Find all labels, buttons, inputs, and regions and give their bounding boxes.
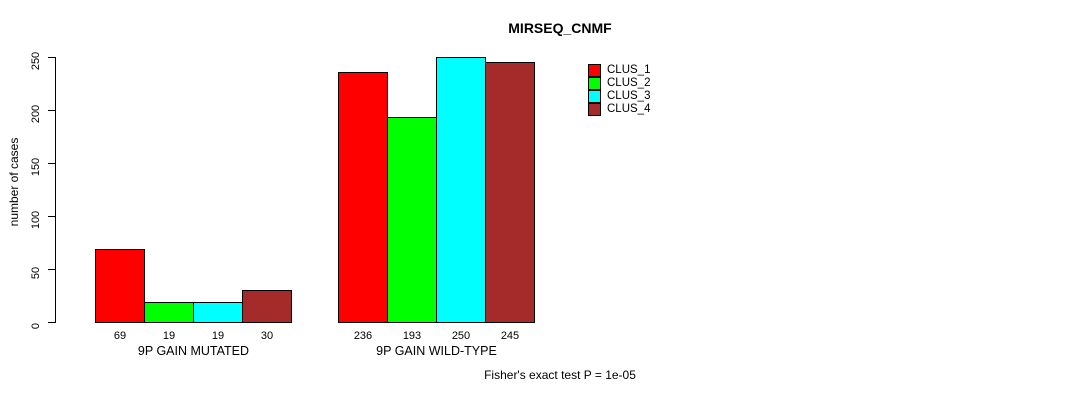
y-axis-tick-label-text: 0 [30, 322, 42, 330]
bar-value-label: 236 [353, 330, 373, 342]
bar-clus_4-1 [242, 290, 292, 323]
annotation-text: Fisher's exact test P = 1e-05 [484, 368, 636, 382]
bar-value-label: 193 [402, 330, 422, 342]
y-axis-tick-label-text: 150 [30, 157, 42, 177]
legend-label-clus_1: CLUS_1 [607, 64, 651, 76]
y-axis-tick [48, 57, 55, 58]
bar-value-label: 19 [162, 330, 176, 342]
bar-clus_1-1 [95, 249, 145, 323]
legend-label-clus_4: CLUS_4 [607, 103, 651, 115]
bar-value-label: 19 [211, 330, 225, 342]
bar-clus_3-2 [436, 57, 486, 323]
y-axis-tick-label-text: 100 [30, 210, 42, 230]
bar-clus_4-2 [485, 62, 535, 323]
bar-clus_2-1 [144, 302, 194, 323]
legend-swatch-clus_3 [588, 90, 601, 103]
category-label: 9P GAIN WILD-TYPE [376, 344, 497, 358]
y-axis-title-text: number of cases [7, 137, 21, 227]
legend-swatch-clus_2 [588, 77, 601, 90]
category-label: 9P GAIN MUTATED [137, 344, 250, 358]
y-axis-tick [48, 163, 55, 164]
bar-clus_1-2 [338, 72, 388, 323]
y-axis-tick-label-text: 200 [30, 104, 42, 124]
y-axis-tick [48, 110, 55, 111]
bar-value-label: 245 [500, 330, 520, 342]
bar-clus_2-2 [387, 117, 437, 323]
y-axis-tick-label-text: 50 [30, 266, 42, 280]
y-axis-tick [48, 269, 55, 270]
legend-label-clus_2: CLUS_2 [607, 77, 651, 89]
y-axis-tick [48, 216, 55, 217]
y-axis-tick [48, 322, 55, 323]
bar-clus_3-1 [193, 302, 243, 323]
chart-title: MIRSEQ_CNMF [508, 20, 612, 36]
bar-value-label: 30 [260, 330, 274, 342]
bar-value-label: 250 [451, 330, 471, 342]
legend-label-clus_3: CLUS_3 [607, 90, 651, 102]
legend-swatch-clus_4 [588, 103, 601, 116]
bar-value-label: 69 [113, 330, 127, 342]
y-axis-tick-label-text: 250 [30, 51, 42, 71]
legend-swatch-clus_1 [588, 64, 601, 77]
y-axis-line [55, 57, 56, 323]
